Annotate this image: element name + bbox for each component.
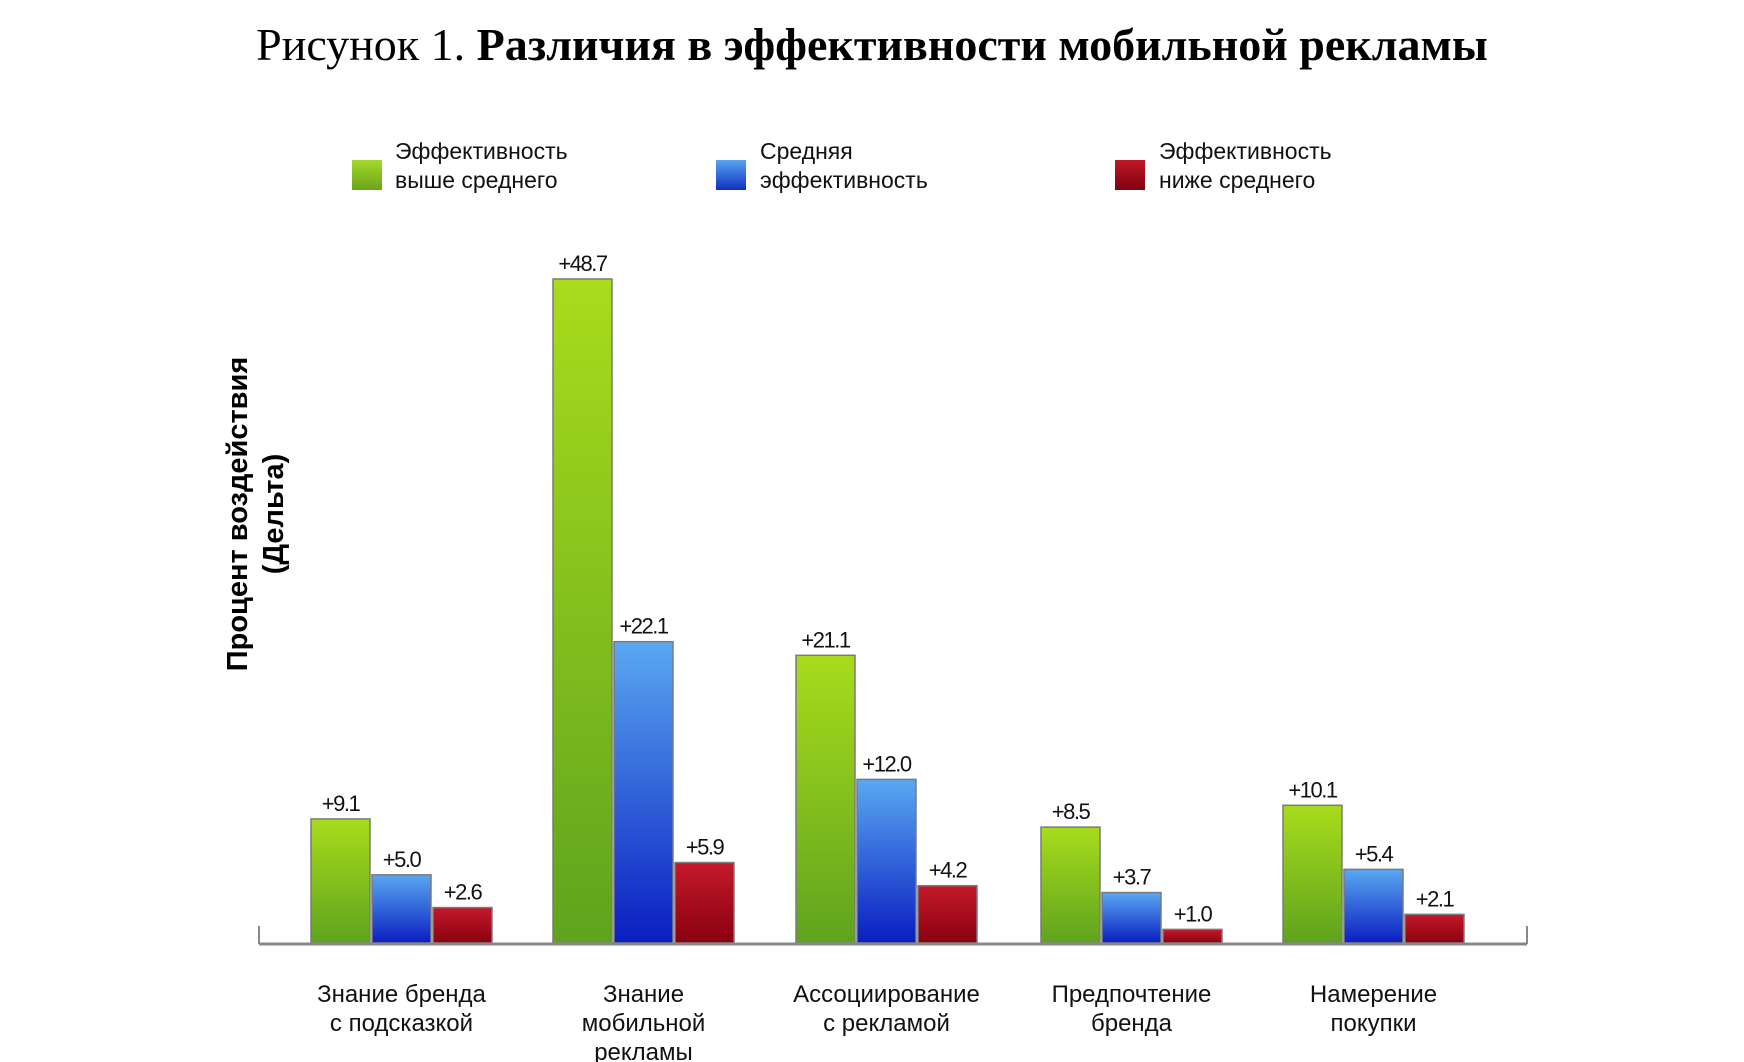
bar-below-average: [1162, 928, 1223, 944]
bar-above-average: [795, 654, 856, 944]
data-label: +5.4: [1355, 841, 1394, 866]
legend-line: выше среднего: [395, 167, 558, 193]
bar-below-average: [674, 861, 735, 944]
data-label: +2.1: [1416, 886, 1455, 911]
bar-below-average: [1404, 913, 1465, 944]
legend-swatch-below-average: [1115, 160, 1145, 190]
legend-label-below-average: Эффективность ниже среднего: [1159, 137, 1332, 195]
legend-line: эффективность: [760, 167, 928, 193]
bar-average: [613, 640, 674, 944]
x-tick-label-line: Знание бренда: [317, 981, 486, 1008]
data-label: +4.2: [929, 858, 968, 883]
data-label: +3.7: [1113, 865, 1152, 890]
legend-line: Эффективность: [395, 138, 568, 164]
data-label: +22.1: [619, 614, 668, 639]
x-tick-label-line: бренда: [1090, 1010, 1173, 1037]
x-tick-label-line: с подсказкой: [329, 1010, 474, 1037]
data-label: +8.5: [1052, 799, 1091, 824]
data-label: +12.0: [862, 751, 911, 776]
legend-label-average: Средняя эффективность: [760, 137, 928, 195]
figure-number: Рисунок 1.: [256, 19, 466, 70]
data-label: +5.0: [383, 847, 422, 872]
x-tick-label-line: с рекламой: [823, 1010, 950, 1037]
bar-average: [1343, 868, 1404, 944]
data-label: +5.9: [686, 835, 725, 860]
x-tick-label-line: Предпочтение: [1051, 981, 1212, 1008]
x-tick-label-line: мобильной: [581, 1010, 706, 1037]
data-label: +9.1: [322, 791, 361, 816]
bar-average: [1101, 891, 1162, 944]
x-tick-label: Знание мобильной рекламы: [582, 980, 706, 1062]
bar-above-average: [310, 818, 371, 944]
data-label: +48.7: [558, 251, 607, 276]
bar-above-average: [1040, 826, 1101, 944]
bar-below-average: [432, 906, 493, 944]
x-tick-label: Намерение покупки: [1310, 980, 1437, 1038]
legend-swatch-above-average: [352, 160, 382, 190]
x-tick-label: Ассоциирование с рекламой: [793, 980, 980, 1038]
data-label: +2.6: [444, 880, 483, 905]
x-tick-label-line: покупки: [1330, 1010, 1417, 1037]
x-tick-label: Знание бренда с подсказкой: [317, 980, 486, 1038]
x-tick-label: Предпочтение бренда: [1052, 980, 1212, 1038]
bar-above-average: [552, 278, 613, 944]
bar-below-average: [917, 884, 978, 944]
x-tick-label-line: Намерение: [1309, 981, 1438, 1008]
x-tick-label-line: Знание: [602, 981, 685, 1008]
figure-title: Рисунок 1. Различия в эффективности моби…: [0, 18, 1744, 71]
bar-average: [371, 874, 432, 944]
figure-title-text: Различия в эффективности мобильной рекла…: [476, 19, 1488, 70]
bar-above-average: [1282, 804, 1343, 944]
legend-label-above-average: Эффективность выше среднего: [395, 137, 568, 195]
legend-line: Эффективность: [1159, 138, 1332, 164]
data-label: +10.1: [1288, 777, 1337, 802]
legend-line: Средняя: [760, 138, 853, 164]
x-tick-label-line: рекламы: [594, 1039, 693, 1062]
data-label: +1.0: [1174, 901, 1213, 926]
legend-swatch-average: [716, 160, 746, 190]
x-tick-label-line: Ассоциирование: [793, 981, 980, 1008]
data-label: +21.1: [801, 627, 850, 652]
legend-line: ниже среднего: [1159, 167, 1316, 193]
bar-average: [856, 778, 917, 944]
